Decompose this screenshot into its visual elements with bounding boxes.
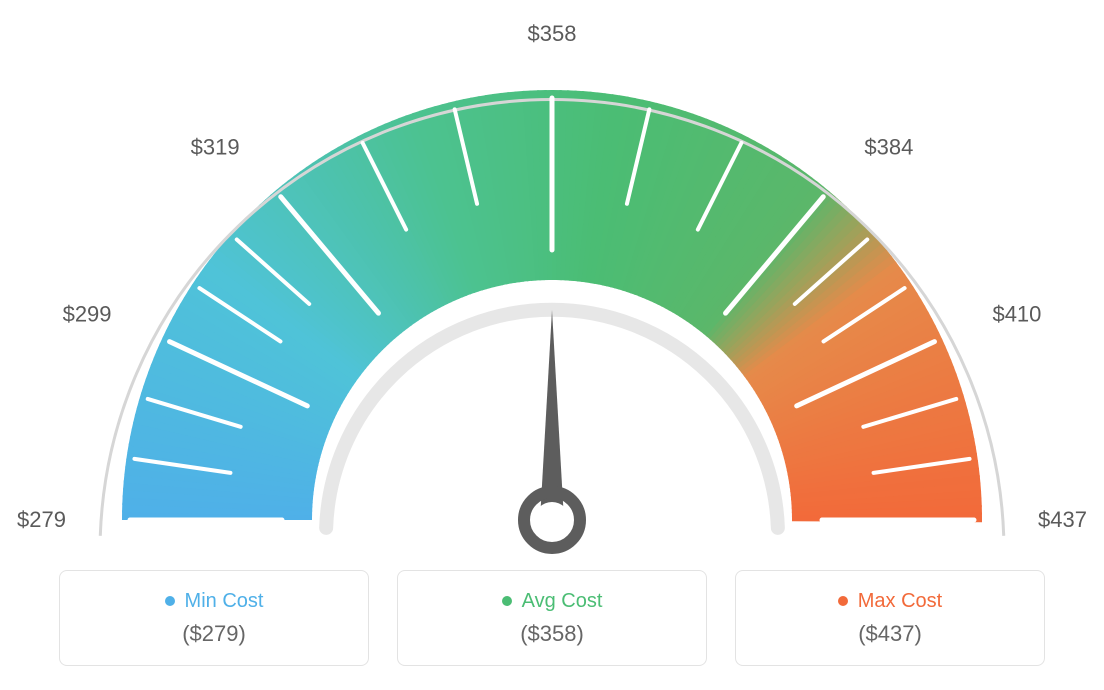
legend-head-max: Max Cost [838,590,942,613]
legend-value-min: ($279) [182,621,246,647]
legend-card-min: Min Cost ($279) [59,570,369,666]
legend-label-min: Min Cost [185,590,264,613]
legend-value-max: ($437) [858,621,922,647]
legend-card-avg: Avg Cost ($358) [397,570,707,666]
svg-text:$299: $299 [63,302,112,327]
svg-text:$358: $358 [528,21,577,46]
svg-text:$279: $279 [17,507,66,532]
cost-gauge-container: $279 $299 $319 $358 $384 $410 $437 Min Cost ($… [0,0,1104,690]
svg-text:$319: $319 [191,135,240,160]
gauge-wrap: $279 $299 $319 $358 $384 $410 $437 [0,0,1104,560]
legend-card-max: Max Cost ($437) [735,570,1045,666]
legend-label-max: Max Cost [858,590,942,613]
svg-text:$437: $437 [1038,507,1087,532]
legend-label-avg: Avg Cost [522,590,603,613]
dot-max [838,596,848,606]
legend-head-min: Min Cost [165,590,264,613]
legend-value-avg: ($358) [520,621,584,647]
svg-text:$384: $384 [864,135,913,160]
legend-head-avg: Avg Cost [502,590,603,613]
dot-min [165,596,175,606]
dot-avg [502,596,512,606]
legend-row: Min Cost ($279) Avg Cost ($358) Max Cost… [0,570,1104,666]
svg-text:$410: $410 [992,302,1041,327]
gauge-svg: $279 $299 $319 $358 $384 $410 $437 [0,0,1104,560]
